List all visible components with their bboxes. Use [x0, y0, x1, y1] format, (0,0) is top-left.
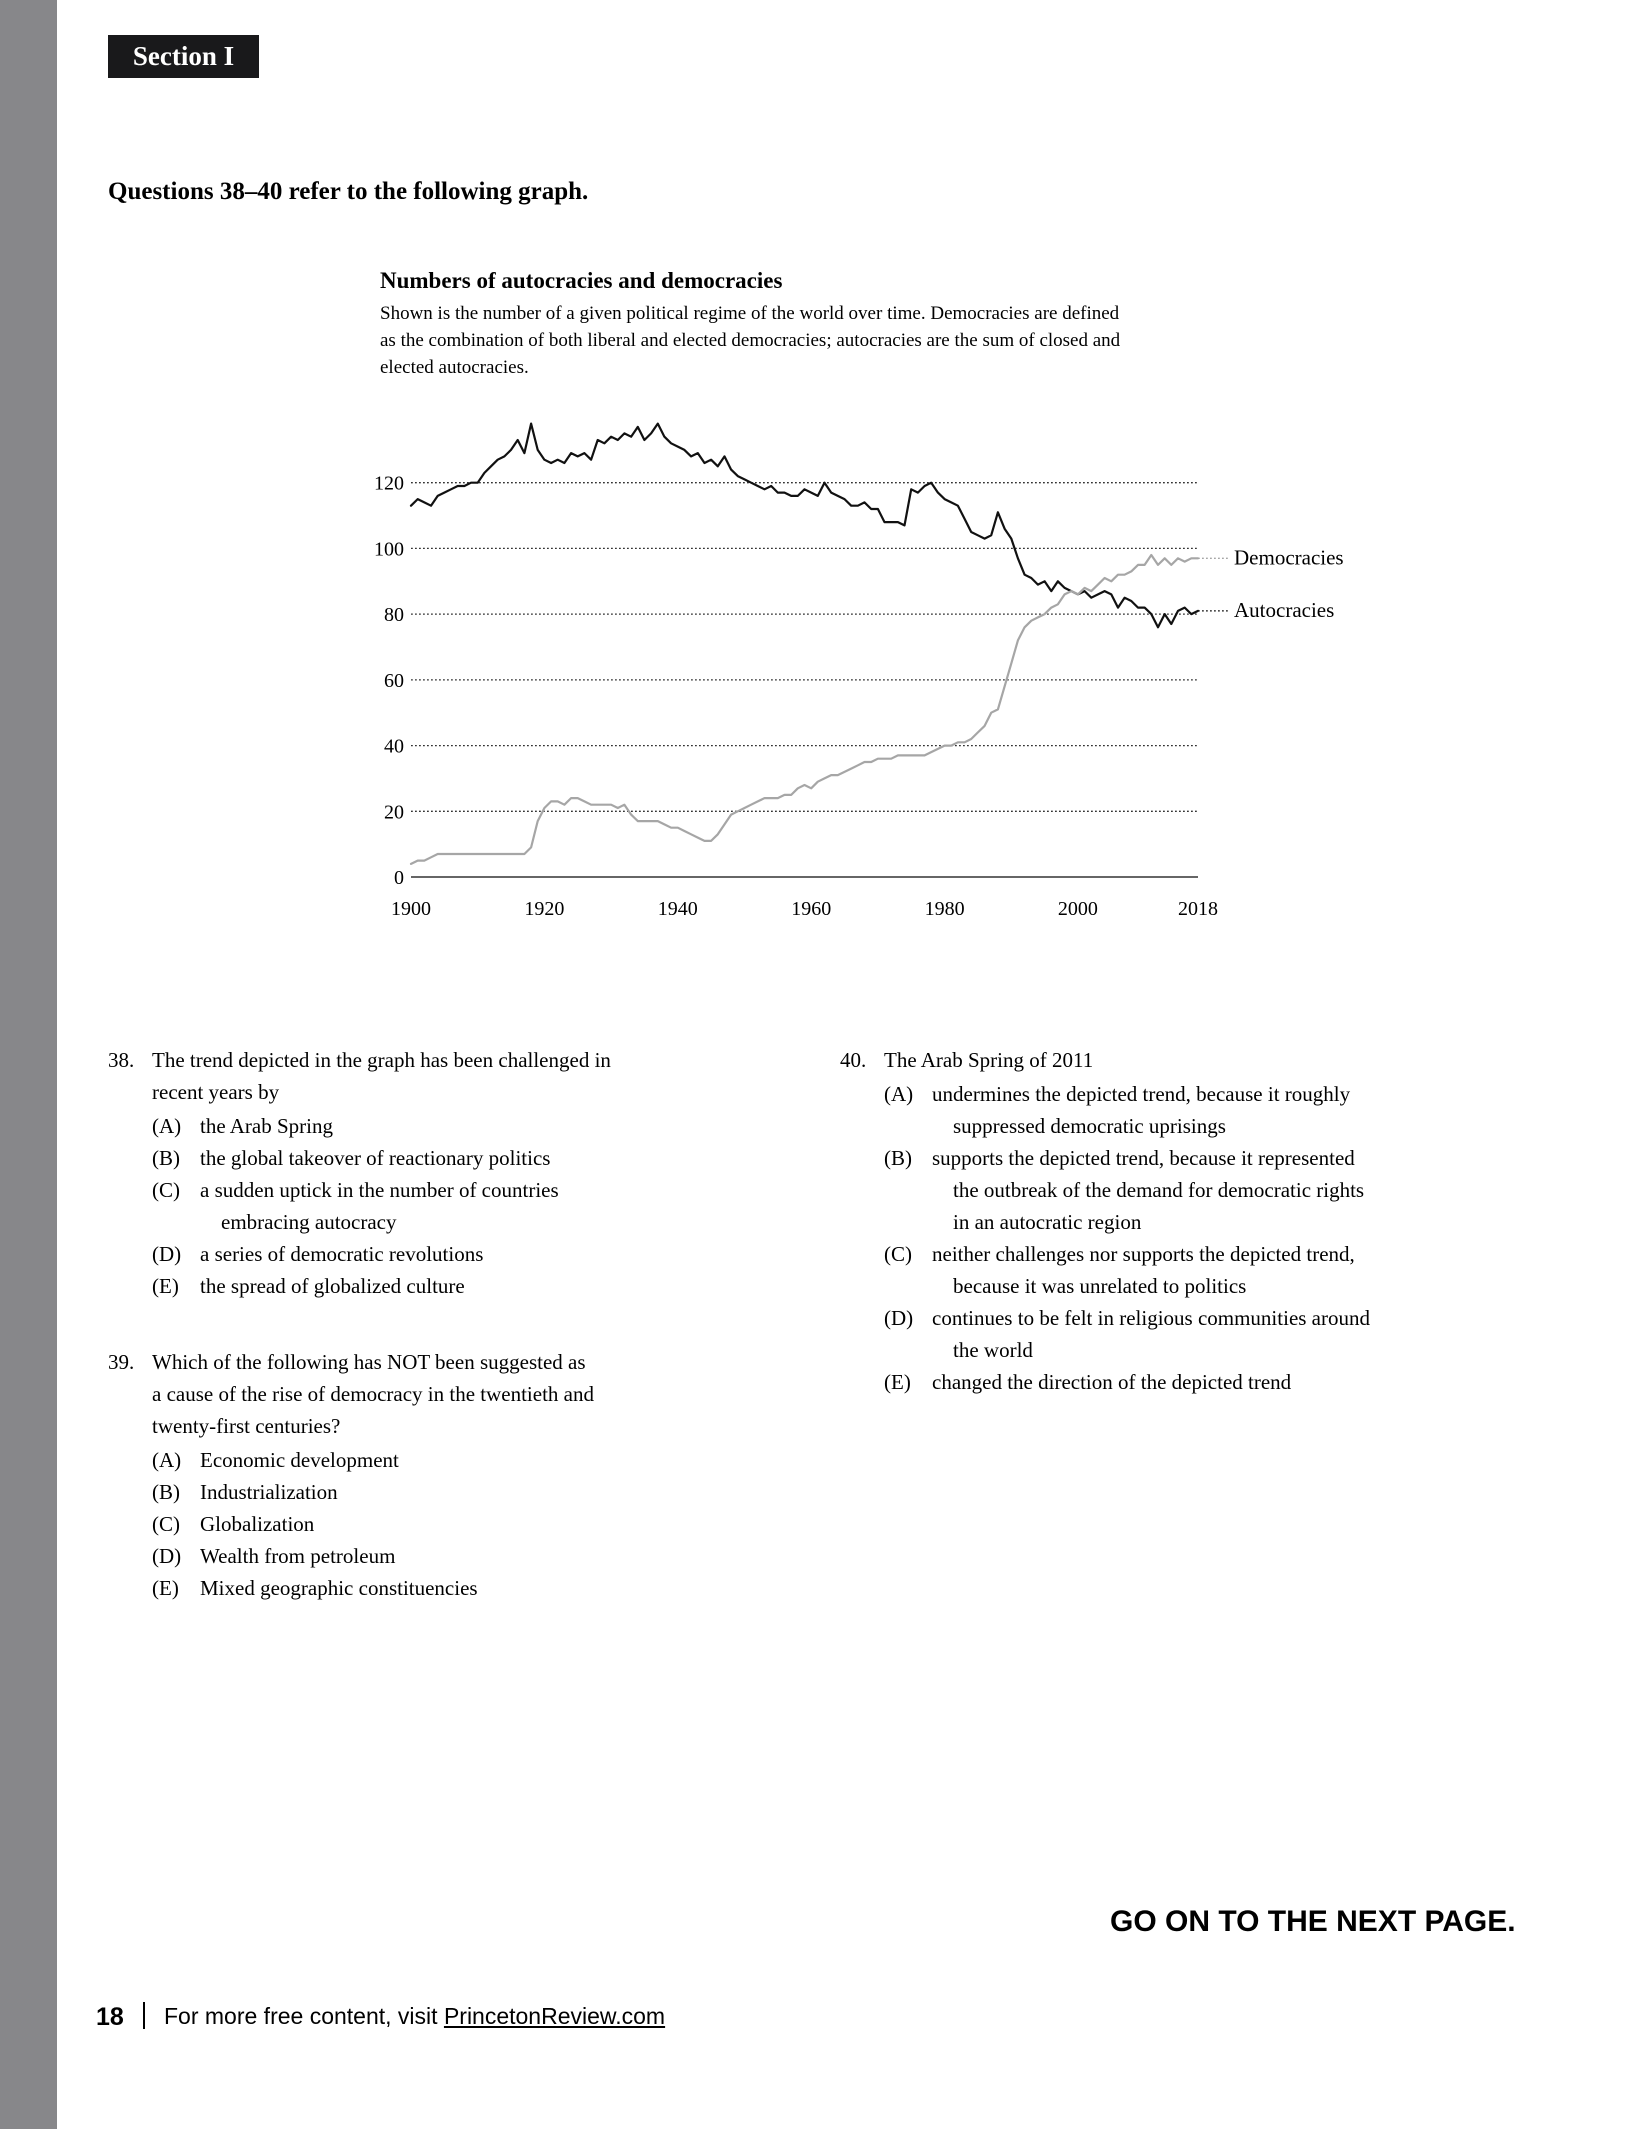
svg-text:60: 60 — [384, 670, 404, 692]
svg-text:100: 100 — [374, 538, 404, 560]
svg-text:1920: 1920 — [524, 898, 564, 920]
svg-text:Autocracies: Autocracies — [1234, 598, 1334, 622]
svg-text:120: 120 — [374, 473, 404, 495]
svg-text:20: 20 — [384, 801, 404, 823]
svg-text:1960: 1960 — [791, 898, 831, 920]
svg-text:0: 0 — [394, 867, 404, 889]
svg-text:2018: 2018 — [1178, 898, 1218, 920]
svg-text:80: 80 — [384, 604, 404, 626]
svg-text:1980: 1980 — [925, 898, 965, 920]
svg-text:2000: 2000 — [1058, 898, 1098, 920]
svg-text:40: 40 — [384, 736, 404, 758]
svg-text:1900: 1900 — [391, 898, 431, 920]
svg-text:Democracies: Democracies — [1234, 545, 1344, 569]
svg-text:1940: 1940 — [658, 898, 698, 920]
